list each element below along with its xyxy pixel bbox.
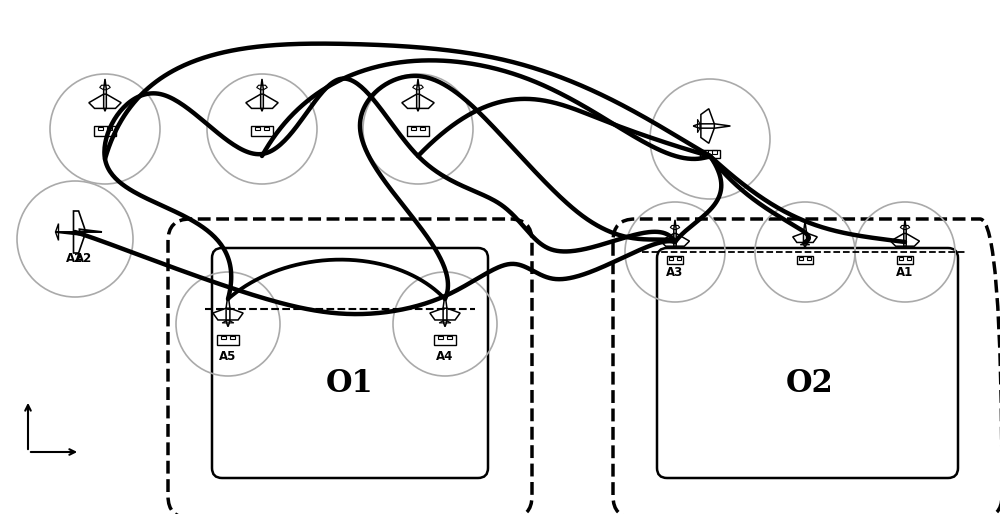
Text: O1: O1 <box>326 369 374 399</box>
Bar <box>420 127 425 131</box>
Bar <box>217 335 239 345</box>
Text: A3: A3 <box>666 266 684 279</box>
Bar <box>264 127 269 131</box>
Bar <box>98 127 103 131</box>
Bar <box>700 150 720 158</box>
Bar <box>221 336 226 339</box>
Bar <box>447 336 452 339</box>
Bar <box>799 257 803 260</box>
Bar <box>899 257 903 260</box>
Bar <box>434 335 456 345</box>
Bar <box>667 256 683 264</box>
Bar <box>807 257 811 260</box>
Bar <box>712 150 717 154</box>
Text: O2: O2 <box>786 369 834 399</box>
Bar <box>230 336 235 339</box>
Bar <box>407 126 429 136</box>
Bar <box>94 126 116 136</box>
Bar <box>107 127 112 131</box>
Bar <box>255 127 260 131</box>
Bar <box>703 150 708 154</box>
Bar <box>797 256 813 264</box>
Bar <box>411 127 416 131</box>
Bar <box>897 256 913 264</box>
Bar <box>677 257 681 260</box>
Text: A2: A2 <box>66 251 84 265</box>
Bar <box>907 257 911 260</box>
Text: A5: A5 <box>219 350 237 362</box>
Bar <box>669 257 673 260</box>
Text: A1: A1 <box>896 266 914 279</box>
Text: A4: A4 <box>436 350 454 362</box>
Bar <box>438 336 443 339</box>
Text: A2: A2 <box>75 251 92 265</box>
Bar <box>251 126 273 136</box>
